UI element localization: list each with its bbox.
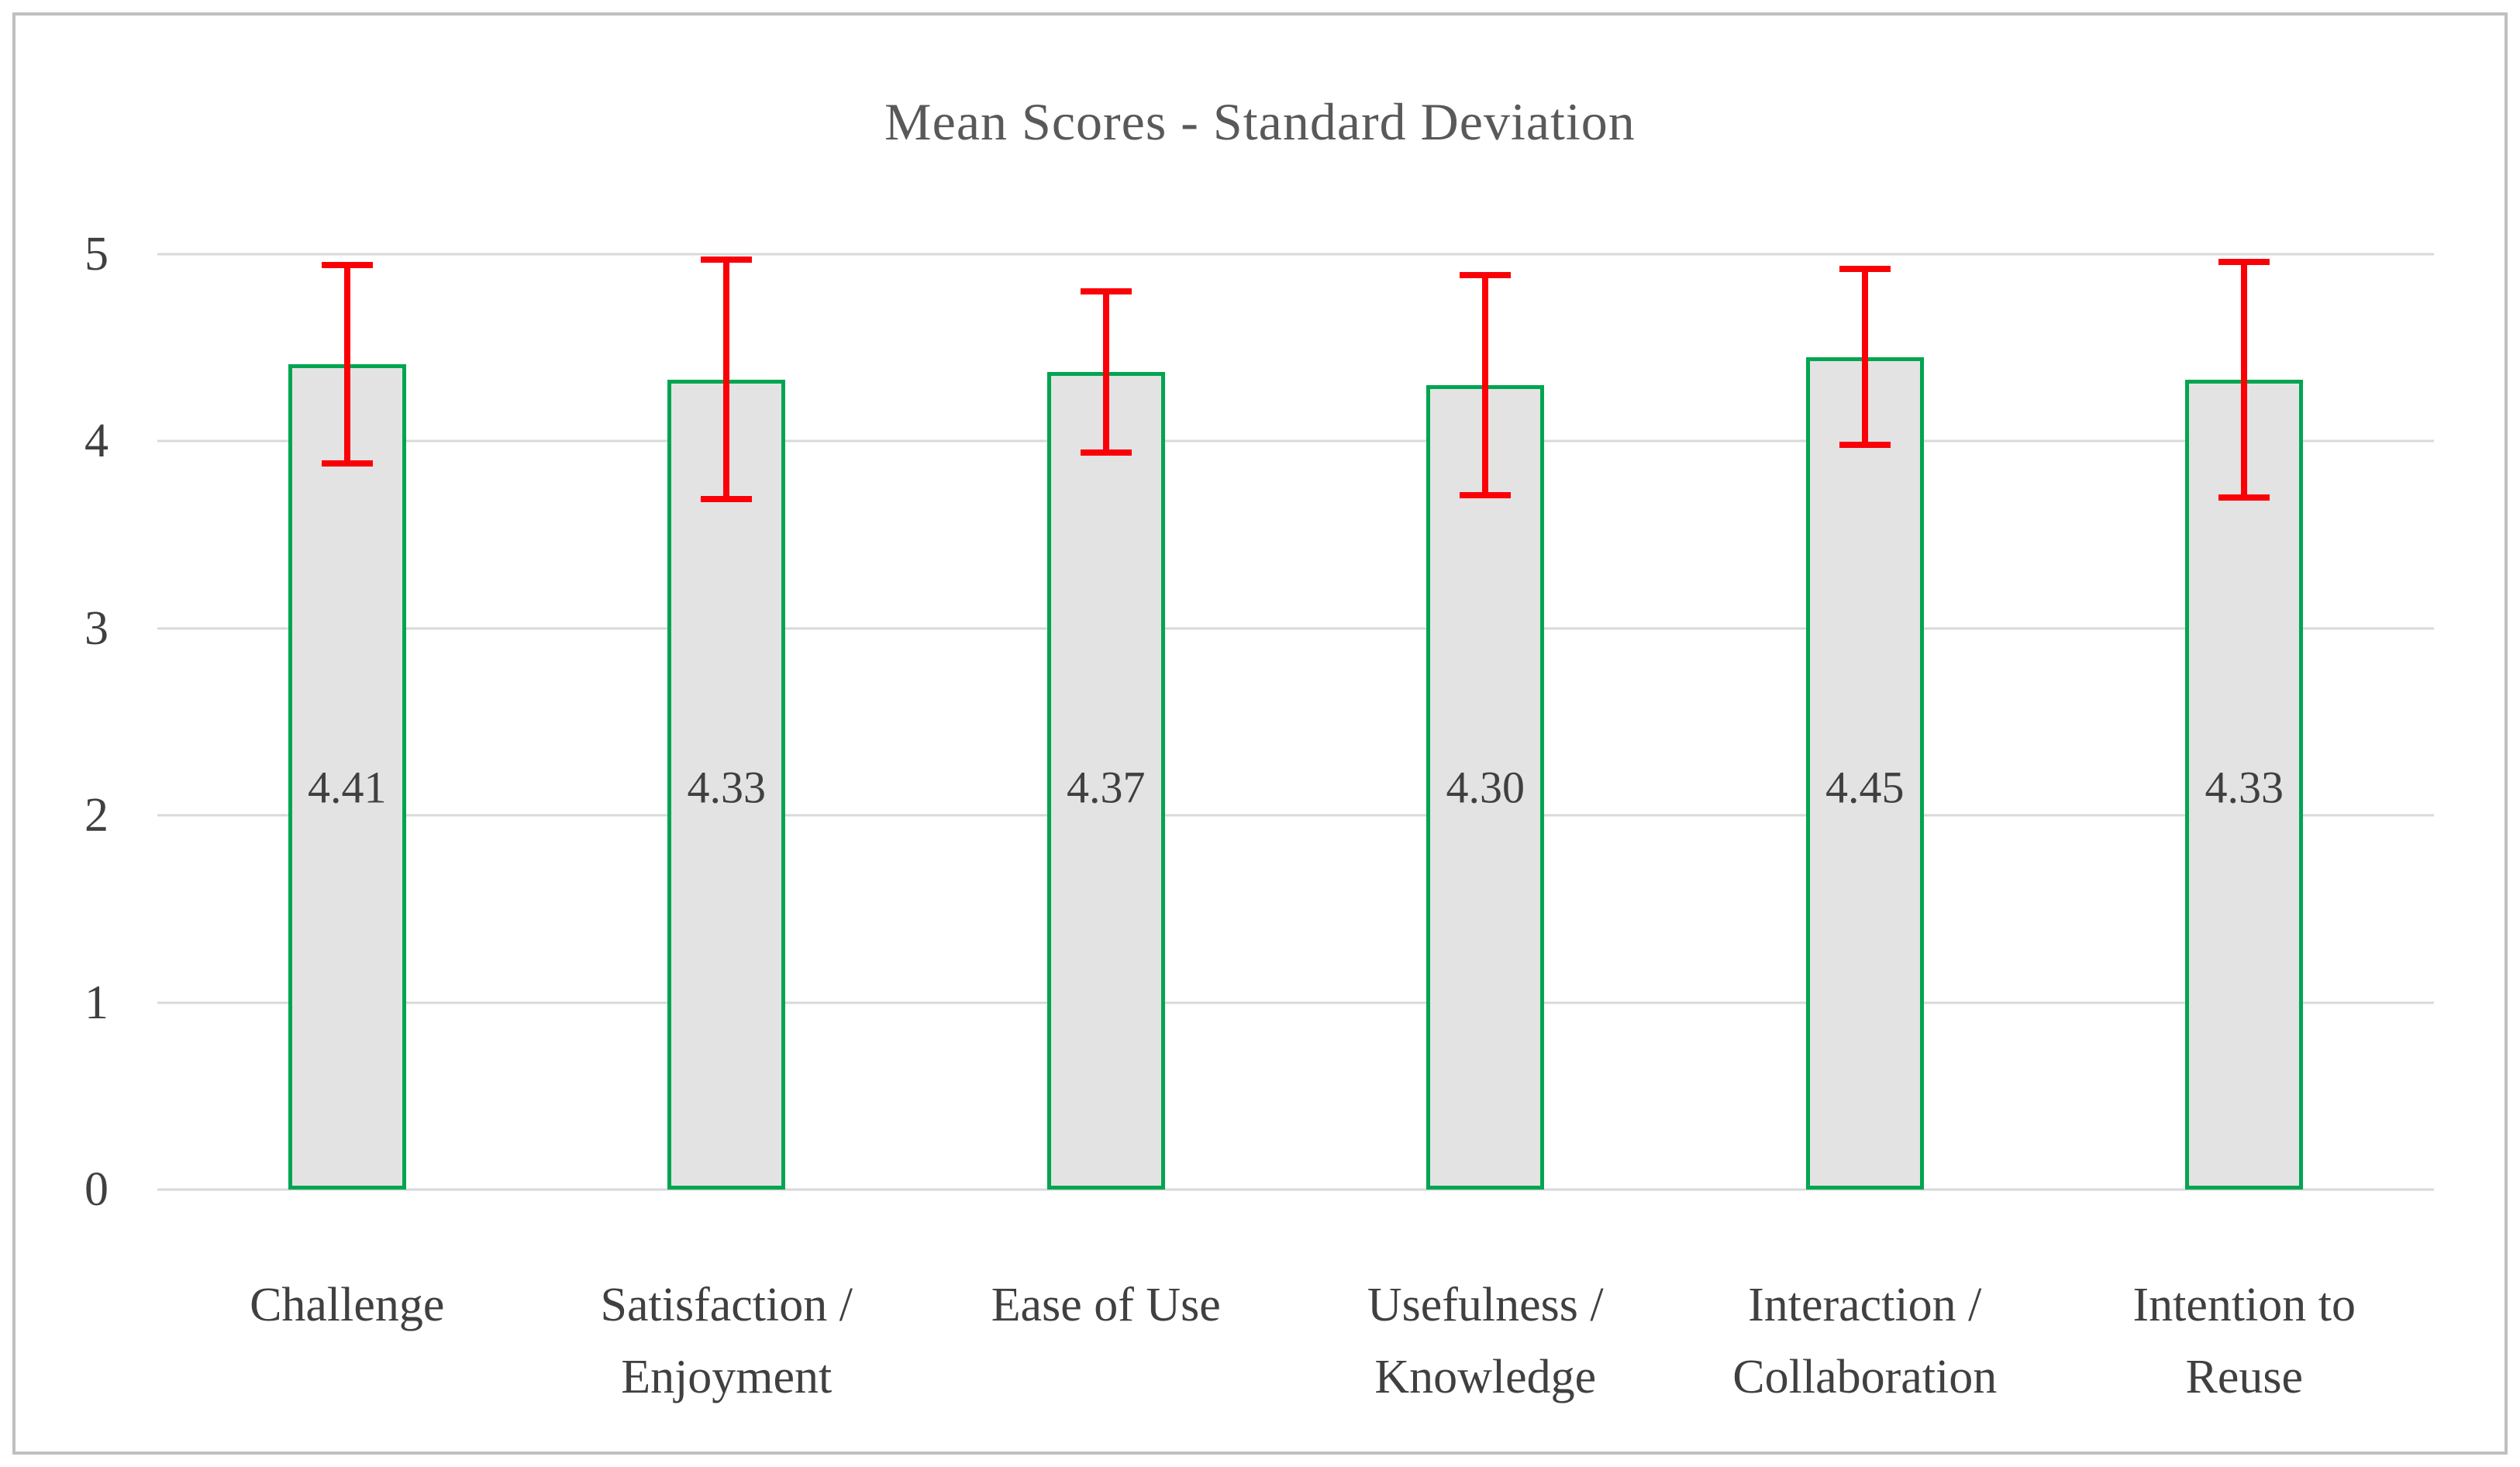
bar-column: 4.30	[1296, 254, 1676, 1190]
bar-columns: 4.41 4.33 4.37 4.30 4.45 4.33	[157, 254, 2434, 1190]
bar	[1805, 356, 1924, 1190]
gridline	[157, 1001, 2434, 1004]
x-category-label-line: Intention to	[2132, 1279, 2356, 1331]
x-category-label-line: Collaboration	[1732, 1351, 1998, 1403]
bar	[667, 379, 786, 1190]
bar-value-label: 4.30	[1446, 762, 1525, 813]
error-bar-line	[343, 265, 350, 464]
error-bar-cap-bottom	[321, 460, 373, 467]
error-bar-line	[2241, 261, 2248, 498]
error-bar-cap-bottom	[1839, 442, 1891, 449]
x-category-label: Usefulness / Knowledge	[1296, 1269, 1676, 1414]
error-bar-cap-top	[1839, 266, 1891, 273]
x-category-label: Satisfaction / Enjoyment	[537, 1269, 917, 1414]
gridline	[157, 627, 2434, 630]
y-tick-label: 3	[84, 601, 109, 655]
y-axis-labels: 0 1 2 3 4 5	[16, 230, 140, 1214]
x-axis-labels: Challenge Satisfaction / Enjoyment Ease of …	[157, 1269, 2434, 1414]
bar-column: 4.33	[2055, 254, 2435, 1190]
bar-column: 4.37	[916, 254, 1296, 1190]
bar-value-label: 4.45	[1825, 762, 1905, 813]
x-category-label: Interaction / Collaboration	[1675, 1269, 2055, 1414]
x-category-label-line: Usefulness /	[1367, 1279, 1604, 1331]
x-category-label-line: Knowledge	[1374, 1351, 1597, 1403]
x-category-label-line: Enjoyment	[621, 1351, 833, 1403]
gridline	[157, 814, 2434, 817]
bar-column: 4.41	[157, 254, 537, 1190]
error-bar-cap-bottom	[701, 496, 753, 503]
error-bar-line	[723, 260, 730, 500]
error-bar-cap-top	[1460, 271, 1512, 278]
x-category-label: Ease of Use	[916, 1269, 1296, 1414]
gridline	[157, 439, 2434, 443]
error-bar-line	[1102, 291, 1109, 453]
error-bar-cap-bottom	[1080, 449, 1132, 456]
x-category-label: Intention to Reuse	[2055, 1269, 2435, 1414]
error-bar-cap-top	[1080, 288, 1132, 295]
bar-value-label: 4.41	[308, 762, 387, 813]
x-category-label-line: Interaction /	[1748, 1279, 1982, 1331]
bar-column: 4.33	[537, 254, 917, 1190]
bar-value-label: 4.33	[2205, 762, 2284, 813]
error-bar-line	[1482, 274, 1489, 496]
plot-area: 4.41 4.33 4.37 4.30 4.45 4.33	[157, 253, 2434, 1191]
bar-value-label: 4.37	[1067, 762, 1146, 813]
error-bar-cap-top	[321, 262, 373, 269]
y-tick-label: 0	[84, 1163, 109, 1216]
bar	[1426, 384, 1545, 1190]
x-category-label-line: Reuse	[2185, 1351, 2304, 1403]
y-tick-label: 1	[84, 976, 109, 1029]
error-bar-line	[1861, 269, 1868, 446]
x-category-label-line: Ease of Use	[991, 1279, 1221, 1331]
x-category-label-line: Satisfaction /	[600, 1279, 853, 1331]
y-tick-label: 5	[84, 228, 109, 281]
gridline	[157, 1188, 2434, 1191]
gridline	[157, 253, 2434, 256]
bar	[2185, 379, 2304, 1190]
bar-value-label: 4.33	[687, 762, 767, 813]
chart-title: Mean Scores - Standard Deviation	[884, 92, 1636, 151]
y-tick-label: 4	[84, 415, 109, 468]
error-bar-cap-top	[2218, 258, 2270, 265]
error-bar-cap-bottom	[2218, 494, 2270, 501]
x-category-label-line: Challenge	[250, 1279, 445, 1331]
error-bar-cap-top	[701, 257, 753, 263]
x-category-label: Challenge	[157, 1269, 537, 1414]
error-bar-cap-bottom	[1460, 492, 1512, 499]
bar-column: 4.45	[1675, 254, 2055, 1190]
y-tick-label: 2	[84, 789, 109, 842]
